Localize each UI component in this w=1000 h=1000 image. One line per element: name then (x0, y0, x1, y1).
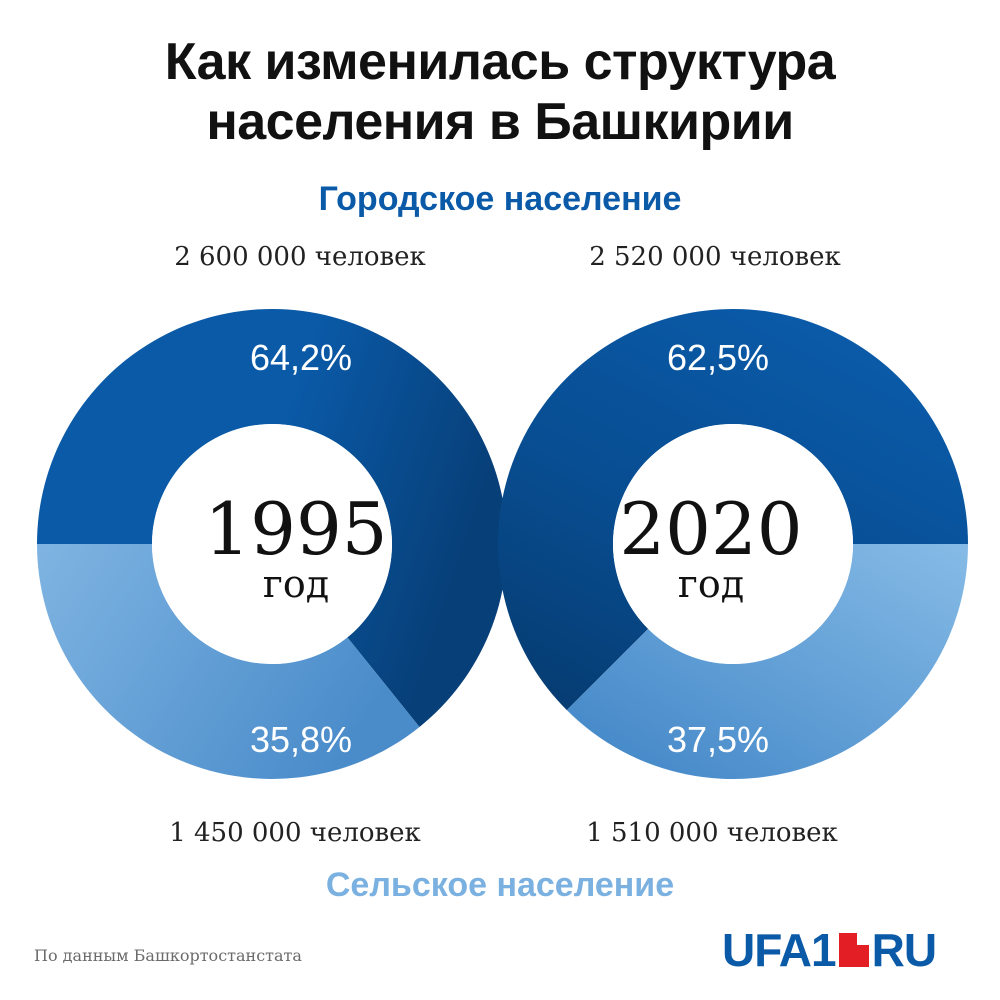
chart-title: Как изменилась структура населения в Баш… (0, 32, 1000, 152)
year-2020: 2020 (619, 487, 802, 571)
legend-urban: Городское население (318, 180, 682, 218)
rural-segment-2020 (566, 544, 968, 779)
chart-title-line-2: населения в Башкирии (206, 93, 794, 151)
chart-title-line-1: Как изменилась структура (164, 33, 836, 91)
logo-ufa1-text: UFA1 (722, 924, 837, 976)
donut-1995 (37, 309, 507, 779)
donut-hole-1995 (152, 424, 392, 664)
year-label-1995: год (263, 562, 329, 606)
rural-percent-2020: 37,5% (667, 719, 769, 760)
urban-segment-1995 (37, 309, 507, 727)
legend-rural: Сельское население (325, 866, 675, 904)
donut-2020 (497, 308, 968, 779)
rural-count-2020: 1 510 000 человек (586, 818, 838, 848)
rural-segment-1995 (37, 544, 420, 779)
urban-percent-2020: 62,5% (667, 337, 769, 378)
urban-segment-2020 (497, 308, 968, 711)
source-note: По данным Башкортостанстата (34, 946, 302, 965)
donut-hole-2020 (613, 424, 853, 664)
logo-red-block-icon (838, 933, 869, 967)
urban-count-1995: 2 600 000 человек (174, 242, 426, 272)
rural-percent-1995: 35,8% (250, 719, 352, 760)
logo-ru-text: RU (871, 924, 937, 976)
year-1995: 1995 (204, 487, 387, 571)
ufa1-logo[interactable]: UFA1 RU (722, 924, 937, 976)
year-label-2020: год (678, 562, 744, 606)
urban-percent-1995: 64,2% (250, 337, 352, 378)
rural-count-1995: 1 450 000 человек (169, 818, 421, 848)
urban-count-2020: 2 520 000 человек (589, 242, 841, 272)
